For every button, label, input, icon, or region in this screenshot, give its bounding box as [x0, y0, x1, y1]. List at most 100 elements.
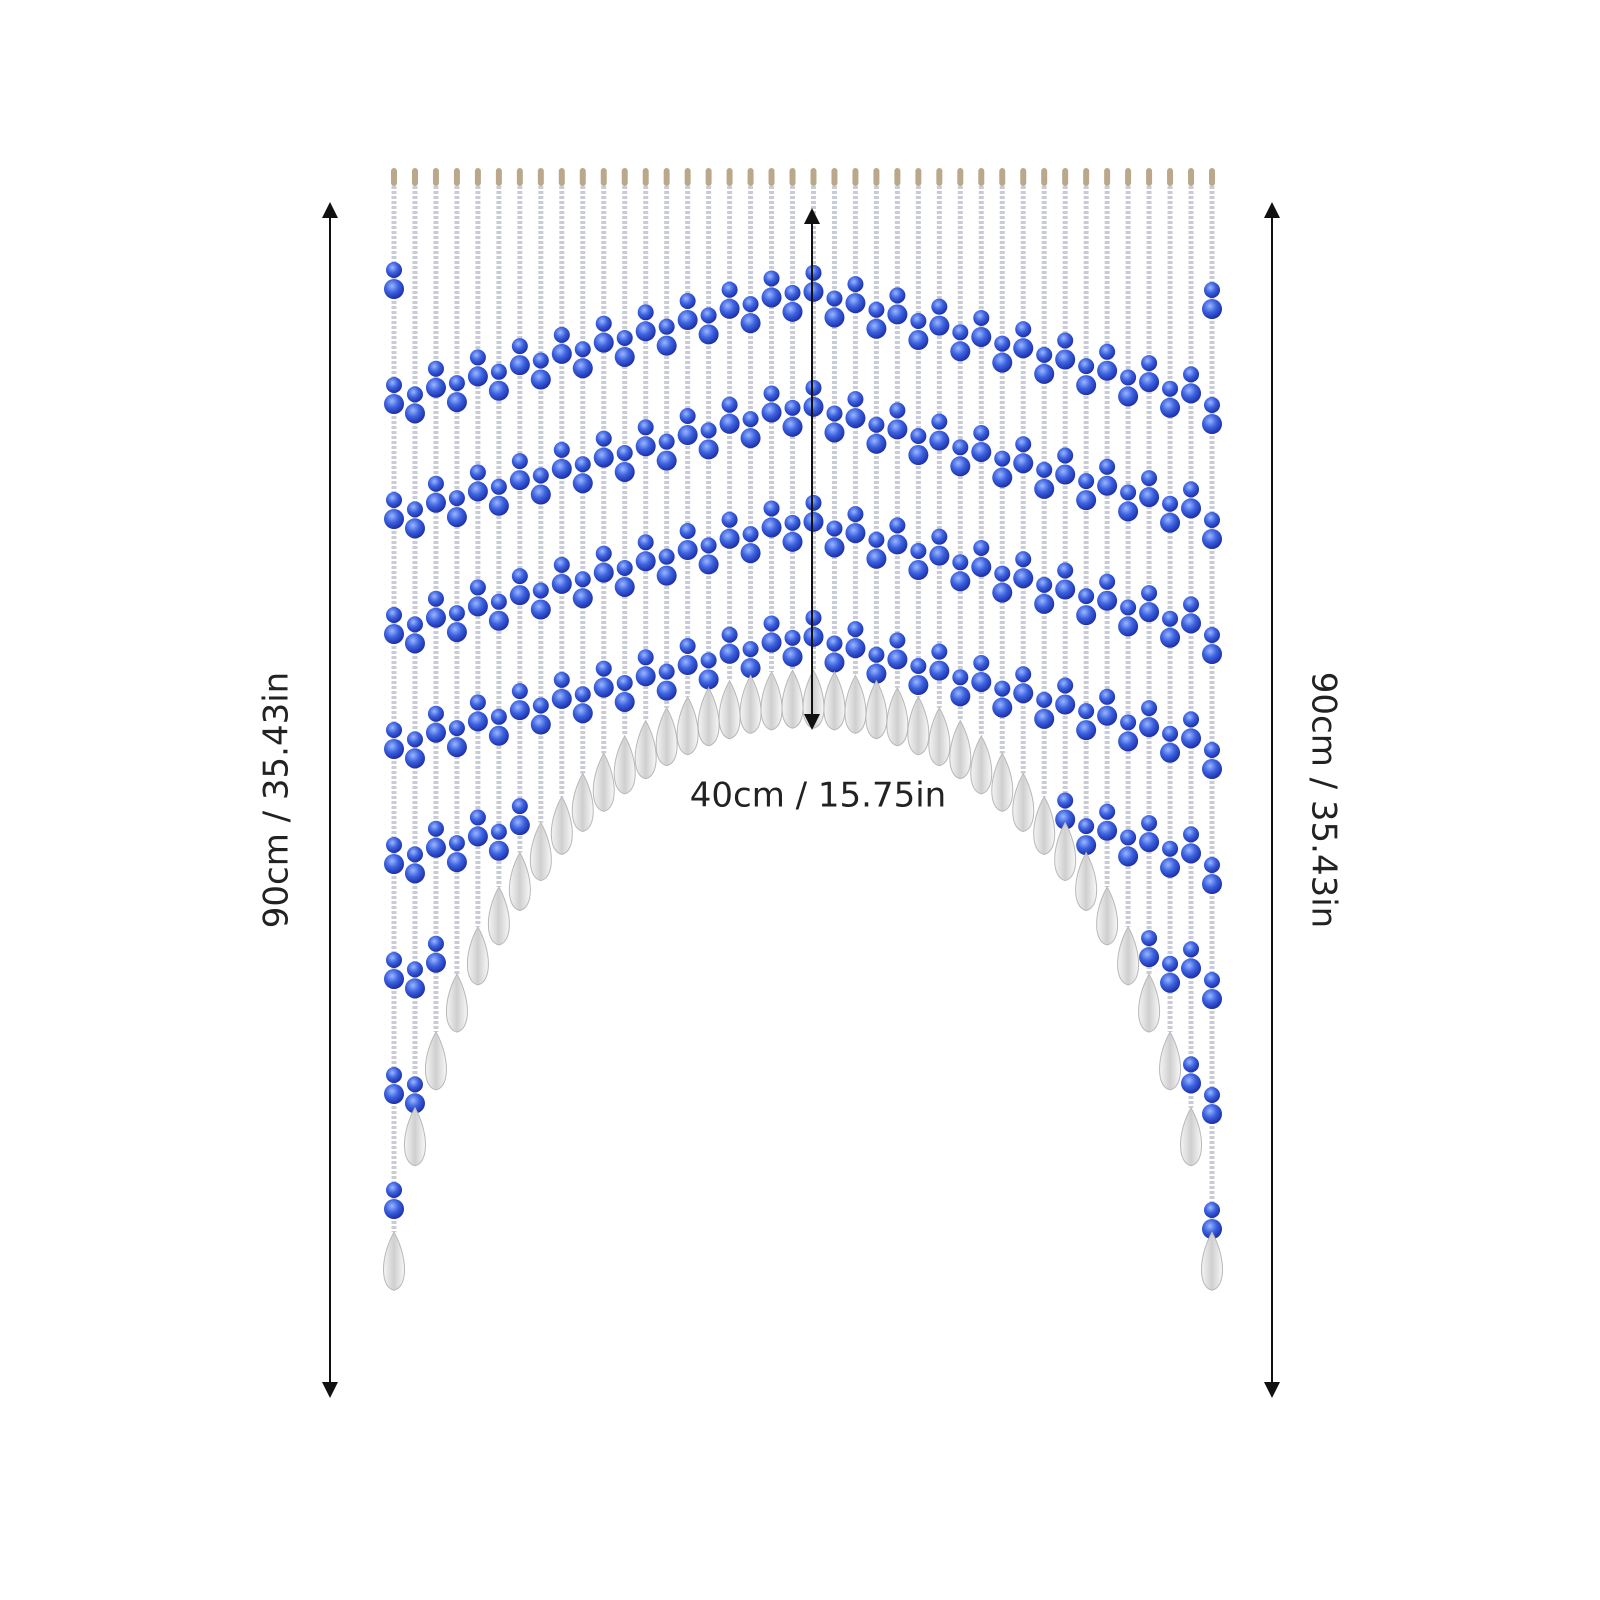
hook [600, 168, 607, 186]
blue-bead [1118, 386, 1139, 407]
blue-bead [658, 663, 675, 680]
blue-bead [1160, 627, 1181, 648]
blue-bead [656, 335, 677, 356]
blue-bead [845, 408, 866, 429]
blue-bead [509, 355, 530, 376]
blue-bead [992, 467, 1013, 488]
hook [726, 168, 733, 186]
blue-bead [952, 669, 969, 686]
crystal-drop [823, 670, 846, 731]
blue-bead [1202, 529, 1222, 549]
blue-bead [1078, 358, 1095, 375]
crystal-drop [1054, 821, 1077, 882]
blue-bead [1118, 846, 1139, 867]
blue-bead [1057, 677, 1074, 694]
blue-bead [530, 484, 551, 505]
blue-bead [1160, 512, 1181, 533]
blue-bead [404, 978, 425, 999]
blue-bead [1097, 590, 1118, 611]
blue-bead [992, 697, 1013, 718]
blue-bead [700, 307, 717, 324]
hook [1041, 168, 1048, 186]
blue-bead [446, 507, 467, 528]
blue-bead [950, 571, 971, 592]
hook [432, 168, 439, 186]
blue-bead [887, 419, 908, 440]
blue-bead [803, 511, 824, 532]
crystal-drop [446, 973, 468, 1033]
blue-bead [1183, 366, 1200, 383]
blue-bead [1139, 832, 1160, 853]
blue-bead [1097, 360, 1118, 381]
blue-bead [425, 607, 446, 628]
blue-bead [1204, 972, 1220, 988]
blue-bead [1162, 955, 1179, 972]
crystal-drop [550, 795, 573, 855]
blue-bead [698, 554, 719, 575]
blue-bead [511, 338, 528, 355]
blue-bead [992, 582, 1013, 603]
crystal-drop [928, 706, 951, 767]
crystal-drop [970, 734, 993, 795]
blue-bead [1139, 487, 1160, 508]
blue-bead [406, 501, 423, 518]
blue-bead [1057, 332, 1074, 349]
blue-bead [1057, 447, 1074, 464]
blue-bead [929, 660, 950, 681]
blue-bead [910, 313, 927, 330]
blue-bead [782, 646, 803, 667]
blue-bead [1120, 829, 1137, 846]
blue-bead [1183, 596, 1200, 613]
blue-bead [386, 1067, 402, 1083]
blue-bead [931, 528, 948, 545]
blue-bead [1118, 501, 1139, 522]
blue-bead [1204, 282, 1220, 298]
blue-bead [1076, 605, 1097, 626]
blue-bead [784, 629, 801, 646]
crystal-drop [592, 752, 615, 812]
blue-bead [1141, 815, 1158, 832]
blue-bead [1202, 644, 1222, 664]
blue-bead [593, 447, 614, 468]
blue-bead [490, 478, 507, 495]
crystal-drop [781, 669, 804, 729]
blue-bead [511, 683, 528, 700]
blue-bead [658, 433, 675, 450]
blue-bead [952, 554, 969, 571]
blue-bead [1076, 720, 1097, 741]
blue-bead [1181, 1073, 1202, 1094]
blue-bead [973, 309, 990, 326]
hook [558, 168, 565, 186]
blue-bead [551, 688, 572, 709]
blue-bead [677, 310, 698, 331]
blue-bead [490, 593, 507, 610]
blue-bead [469, 464, 486, 481]
blue-bead [952, 324, 969, 341]
crystal-drop [907, 695, 930, 756]
hook [1062, 168, 1069, 186]
hook [747, 168, 754, 186]
blue-bead [635, 551, 656, 572]
crystal-drop [467, 925, 489, 986]
blue-bead [845, 638, 866, 659]
crystal-drop [1096, 885, 1119, 946]
blue-bead [656, 680, 677, 701]
blue-bead [386, 377, 402, 393]
blue-bead [971, 326, 992, 347]
hook [1188, 168, 1195, 186]
blue-bead [1015, 436, 1032, 453]
blue-bead [386, 722, 402, 738]
blue-bead [448, 720, 465, 737]
blue-bead [384, 624, 404, 644]
blue-bead [1141, 585, 1158, 602]
blue-bead [467, 366, 488, 387]
blue-bead [637, 534, 654, 551]
blue-bead [551, 458, 572, 479]
blue-bead [1162, 495, 1179, 512]
blue-bead [698, 669, 719, 690]
blue-bead [658, 318, 675, 335]
blue-bead [595, 315, 612, 332]
blue-bead [994, 565, 1011, 582]
blue-bead [910, 543, 927, 560]
blue-bead [721, 511, 738, 528]
